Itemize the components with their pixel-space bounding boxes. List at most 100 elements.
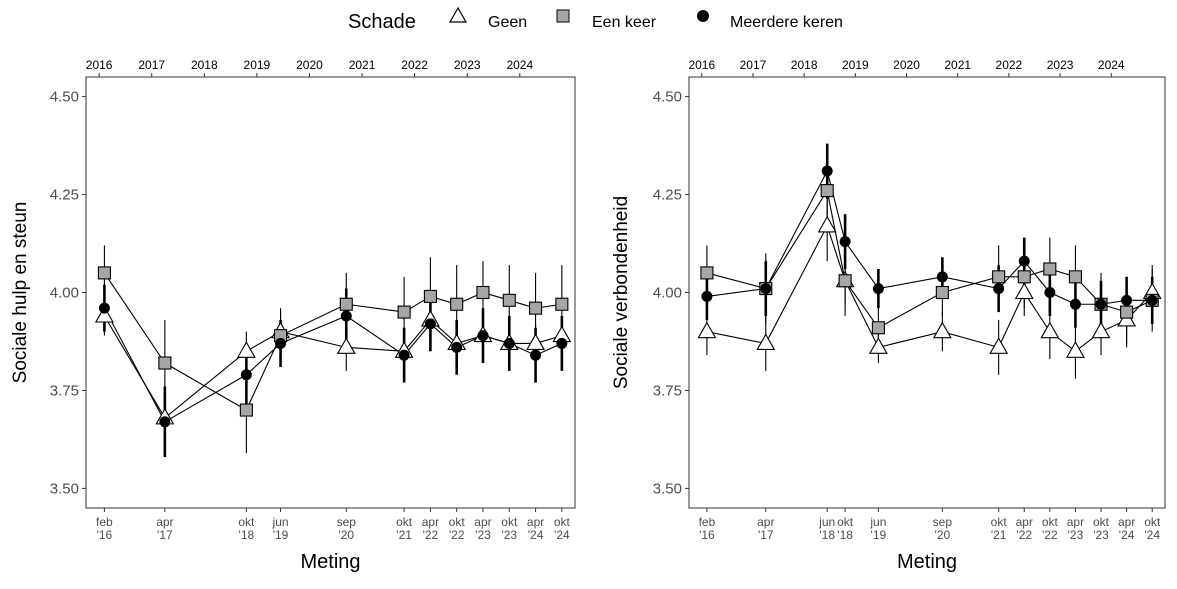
data-point-een-keer <box>935 285 949 300</box>
data-point-meerdere-keren <box>1121 294 1133 306</box>
y-tick-label: 4.00 <box>50 285 79 302</box>
legend-entry-geen: Geen <box>448 6 527 31</box>
x-tick-label-month: okt <box>501 515 518 529</box>
x-tick-label-month: okt <box>449 515 466 529</box>
x-tick-label-year: '24 <box>1119 528 1135 542</box>
data-point-geen <box>756 333 776 350</box>
x-tick-label-year: '23 <box>501 528 517 542</box>
data-point-meerdere-keren <box>993 283 1005 295</box>
data-point-een-keer <box>529 301 543 315</box>
data-point-een-keer <box>820 184 834 198</box>
data-point-een-keer <box>992 270 1006 284</box>
data-point-meerdere-keren <box>159 416 171 428</box>
y-tick-label: 4.50 <box>653 89 682 106</box>
legend-circle-icon <box>697 10 709 22</box>
x-tick-label-year: '18 <box>239 528 255 542</box>
data-point-meerdere-keren <box>1069 298 1081 310</box>
series-line-square <box>706 189 1153 329</box>
top-year-label: 2022 <box>401 58 428 72</box>
top-year-label: 2017 <box>138 58 165 72</box>
x-tick-label-month: apr <box>422 515 439 529</box>
chart-sociale-verbondenheid: 3.50 3.75 4.00 4.25 4.50 Sociale verbondenhei… <box>611 58 1166 573</box>
data-point-geen <box>1040 321 1060 339</box>
data-point-een-keer <box>1043 262 1057 276</box>
top-year-label: 2020 <box>893 58 920 72</box>
top-year-label: 2018 <box>791 58 818 72</box>
data-point-meerdere-keren <box>340 310 352 322</box>
x-tick-label-year: '18 <box>819 528 835 542</box>
top-year-label: 2016 <box>86 58 113 72</box>
data-point-geen <box>1065 341 1085 358</box>
x-tick-label-month: apr <box>1067 515 1084 529</box>
x-tick-label-month: okt <box>1144 515 1161 529</box>
data-point-een-keer <box>397 305 411 319</box>
top-year-label: 2020 <box>296 58 323 72</box>
x-tick-label-year: '22 <box>1042 528 1058 542</box>
y-tick-label: 3.50 <box>653 480 682 497</box>
data-point-geen <box>336 337 356 354</box>
x-tick-label-month: apr <box>757 515 774 529</box>
x-tick-label-year: '20 <box>935 528 951 542</box>
legend-entry-een-keer: Een keer <box>556 9 657 31</box>
y-tick-label: 3.75 <box>653 382 682 399</box>
series-line-square <box>103 272 562 411</box>
legend-svg: Schade Geen Een keer Meerdere keren <box>348 6 843 33</box>
data-point-meerdere-keren <box>1044 287 1056 298</box>
data-point-meerdere-keren <box>98 302 110 314</box>
top-year-label: 2021 <box>944 58 971 72</box>
y-tick-label: 4.00 <box>653 285 682 302</box>
x-tick-label-year: '22 <box>1016 528 1032 542</box>
panel-right: 3.50 3.75 4.00 4.25 4.50 Sociale verbondenhei… <box>597 44 1177 584</box>
x-tick-label-month: sep <box>933 515 953 529</box>
y-axis-label: Sociale hulp en steun <box>10 202 31 384</box>
x-tick-label-year: '24 <box>1144 528 1160 542</box>
top-year-label: 2019 <box>244 58 271 72</box>
top-year-label: 2017 <box>740 58 767 72</box>
data-point-meerdere-keren <box>839 236 851 248</box>
top-year-label: 2024 <box>506 58 533 72</box>
plot-border <box>85 76 576 509</box>
x-tick-label-year: '16 <box>97 528 113 542</box>
series-line-circle <box>706 169 1153 305</box>
data-point-geen <box>1014 282 1034 300</box>
data-point-geen <box>526 333 546 350</box>
x-tick-label-year: '20 <box>338 528 354 542</box>
top-year-label: 2023 <box>1047 58 1074 72</box>
x-tick-label-month: feb <box>96 515 113 529</box>
data-point-een-keer <box>339 297 353 311</box>
data-point-meerdere-keren <box>398 349 410 361</box>
x-tick-label-month: feb <box>699 515 716 529</box>
series-line-triangle <box>706 224 1153 352</box>
legend-label-een-keer: Een keer <box>592 14 657 31</box>
data-point-geen <box>1091 321 1111 339</box>
data-point-meerdere-keren <box>701 290 713 302</box>
x-tick-label-year: '23 <box>1093 528 1109 542</box>
data-point-een-keer <box>1068 270 1082 284</box>
data-point-meerdere-keren <box>503 337 515 349</box>
x-tick-label-year: '23 <box>1068 528 1084 542</box>
data-point-een-keer <box>476 285 490 300</box>
legend-square-icon <box>556 9 570 23</box>
data-point-meerdere-keren <box>936 271 948 283</box>
x-tick-label-year: '17 <box>157 528 173 542</box>
legend-title: Schade <box>348 11 416 33</box>
y-tick-label: 4.25 <box>653 187 682 204</box>
x-tick-label-month: jun <box>818 515 835 529</box>
data-point-geen <box>817 215 837 233</box>
panel-left: 3.50 3.75 4.00 4.25 4.50 Sociale hulp en steu… <box>0 44 590 584</box>
legend-label-geen: Geen <box>488 14 527 31</box>
top-year-label: 2021 <box>349 58 376 72</box>
y-axis-label: Sociale verbondenheid <box>611 196 632 389</box>
data-point-meerdere-keren <box>530 349 542 361</box>
x-tick-label-year: '17 <box>758 528 774 542</box>
x-axis-label: Meting <box>300 551 360 573</box>
x-tick-label-year: '21 <box>396 528 412 542</box>
data-point-een-keer <box>838 274 852 288</box>
data-point-meerdere-keren <box>1018 255 1030 267</box>
top-year-label: 2018 <box>191 58 218 72</box>
x-tick-label-year: '24 <box>554 528 570 542</box>
data-point-een-keer <box>1120 305 1134 319</box>
data-point-een-keer <box>700 266 714 280</box>
data-point-meerdere-keren <box>760 283 772 295</box>
legend-label-meerdere-keren: Meerdere keren <box>730 14 843 31</box>
